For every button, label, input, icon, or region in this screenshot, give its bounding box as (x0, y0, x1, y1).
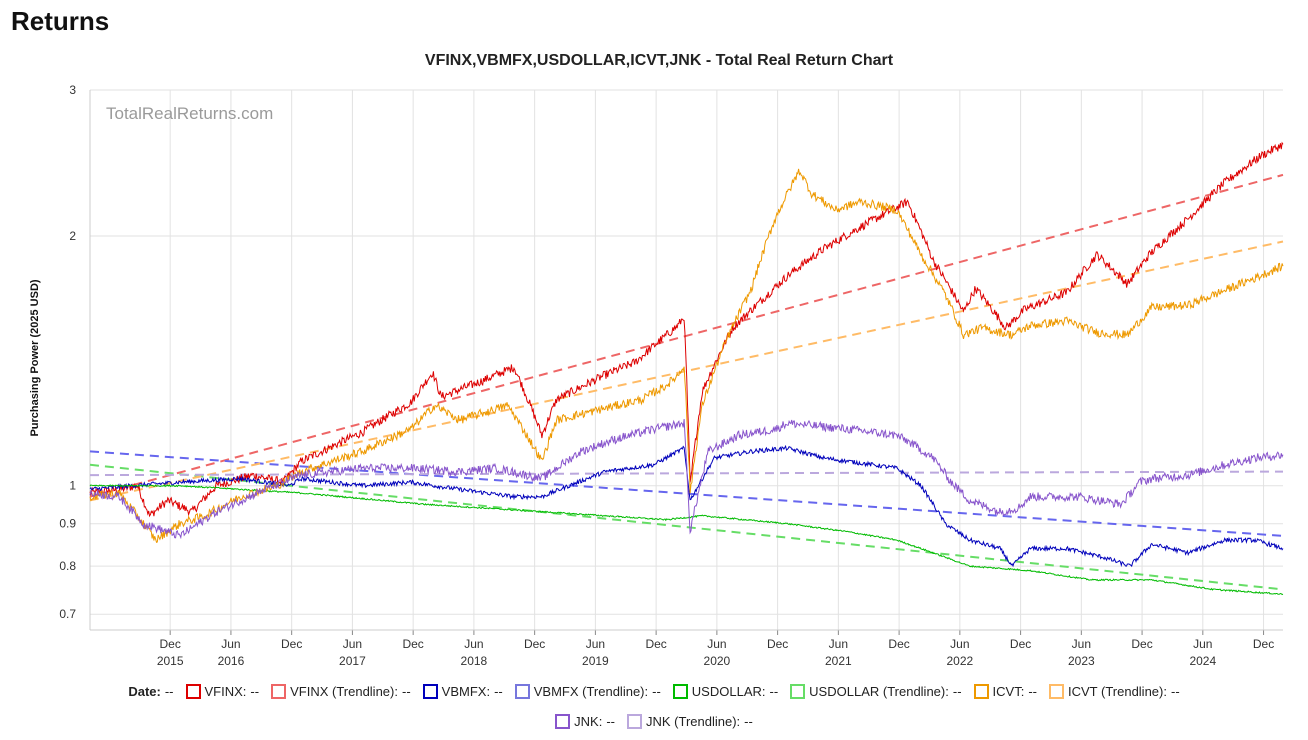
x-tick-month: Dec (160, 637, 181, 651)
legend-item[interactable]: VFINX (Trendline): -- (271, 683, 411, 699)
legend-item[interactable]: VBMFX (Trendline): -- (514, 683, 661, 699)
legend-item[interactable]: VFINX: -- (185, 683, 260, 699)
legend-value: -- (652, 683, 661, 699)
x-tick-year: 2019 (582, 654, 609, 668)
x-tick-month: Jun (1072, 637, 1091, 651)
page-title: Returns (11, 6, 110, 36)
legend-row: JNK: -- JNK (Trendline): -- (0, 710, 1308, 732)
legend-label: VFINX: (204, 683, 247, 699)
x-tick-month: Jun (221, 637, 240, 651)
legend-swatch (1049, 683, 1064, 699)
legend-value: -- (769, 683, 779, 699)
x-tick-year: 2017 (339, 654, 366, 668)
legend-label: USDOLLAR (Trendline): (809, 683, 949, 699)
series-line-usdollar-trendline (89, 463, 1284, 591)
legend-row: Date: -- VFINX: -- VFINX (Trendline): -- VBM… (0, 680, 1308, 702)
legend-swatch (627, 713, 642, 729)
legend-item[interactable]: VBMFX: -- (422, 683, 503, 699)
legend-label: VFINX (Trendline): (290, 683, 398, 699)
x-tick-month: Jun (343, 637, 362, 651)
x-tick-year: 2021 (825, 654, 852, 668)
y-axis-label: Purchasing Power (2025 USD) (29, 279, 41, 436)
series-line-vbmfx (89, 444, 1284, 568)
legend-swatch (973, 683, 989, 699)
x-tick-month: Dec (402, 637, 423, 651)
series-lines (89, 141, 1284, 596)
y-tick-label: 2 (69, 229, 76, 243)
y-tick-label: 1 (69, 479, 76, 493)
legend-swatch (790, 683, 806, 699)
series-line-jnk (89, 418, 1284, 540)
y-tick-label: 0.9 (59, 517, 76, 531)
series-line-vbmfx-trendline (89, 450, 1284, 537)
legend-value: -- (1170, 683, 1180, 699)
series-line-icvt-trendline (89, 240, 1284, 502)
x-tick-month: Dec (1010, 637, 1031, 651)
legend: Date: -- VFINX: -- VFINX (Trendline): -- VBM… (0, 680, 1308, 740)
legend-swatch (185, 683, 201, 699)
x-tick-month: Dec (1131, 637, 1152, 651)
legend-label: JNK (Trendline): (646, 713, 741, 729)
legend-date-label: Date: (128, 683, 161, 699)
x-tick-year: 2024 (1189, 654, 1216, 668)
legend-date: Date: -- (128, 684, 173, 699)
series-line-usdollar (89, 484, 1284, 596)
watermark-text: TotalRealReturns.com (106, 104, 273, 123)
x-tick-month: Jun (950, 637, 969, 651)
legend-swatch (271, 683, 287, 699)
legend-label: ICVT: (992, 683, 1025, 699)
x-tick-month: Dec (767, 637, 788, 651)
x-tick-year: 2015 (157, 654, 184, 668)
grid (90, 89, 1283, 630)
y-tick-label: 0.8 (59, 559, 76, 573)
y-tick-label: 3 (69, 83, 76, 97)
legend-item[interactable]: USDOLLAR: -- (672, 683, 779, 699)
legend-value: -- (606, 713, 615, 729)
series-line-vfinx (89, 141, 1284, 518)
legend-item[interactable]: USDOLLAR (Trendline): -- (790, 683, 962, 699)
x-tick-year: 2022 (946, 654, 973, 668)
chart-title: VFINX,VBMFX,USDOLLAR,ICVT,JNK - Total Re… (425, 52, 894, 69)
x-tick-month: Dec (645, 637, 666, 651)
legend-swatch (514, 683, 530, 699)
legend-value: -- (250, 683, 260, 699)
x-tick-month: Jun (707, 637, 726, 651)
legend-item[interactable]: JNK: -- (555, 713, 615, 729)
x-tick-month: Dec (281, 637, 302, 651)
legend-label: JNK: (574, 713, 603, 729)
legend-item[interactable]: ICVT: -- (973, 683, 1037, 699)
legend-item[interactable]: ICVT (Trendline): -- (1049, 683, 1180, 699)
x-tick-year: 2023 (1068, 654, 1095, 668)
legend-swatch (555, 713, 571, 729)
legend-date-value: -- (164, 683, 174, 699)
x-tick-month: Jun (1193, 637, 1212, 651)
x-tick-year: 2020 (704, 654, 731, 668)
legend-swatch (672, 683, 688, 699)
x-tick-year: 2016 (218, 654, 245, 668)
axes: 0.7 0.8 0.9 1 2 3 Dec 2015 Jun 2016 Dec Jun 2017 Dec J… (59, 83, 1283, 668)
legend-label: VBMFX (Trendline): (533, 683, 649, 699)
x-tick-month: Dec (1253, 637, 1274, 651)
legend-label: USDOLLAR: (691, 683, 766, 699)
series-line-vfinx-trendline (89, 173, 1284, 498)
legend-label: VBMFX: (441, 683, 491, 699)
legend-value: -- (494, 683, 503, 699)
x-tick-year: 2018 (461, 654, 488, 668)
y-tick-label: 0.7 (59, 607, 76, 621)
series-line-icvt (89, 168, 1284, 543)
legend-label: ICVT (Trendline): (1068, 683, 1167, 699)
legend-value: -- (1028, 683, 1037, 699)
legend-item[interactable]: JNK (Trendline): -- (627, 713, 753, 729)
legend-value: -- (952, 683, 962, 699)
x-tick-month: Jun (464, 637, 483, 651)
legend-value: -- (401, 683, 411, 699)
x-tick-month: Jun (586, 637, 605, 651)
x-tick-month: Dec (524, 637, 545, 651)
legend-value: -- (744, 713, 753, 729)
legend-swatch (422, 683, 438, 699)
total-real-return-chart[interactable]: TotalRealReturns.com VFINX,VBMFX,USDOLLA… (0, 0, 1308, 680)
x-tick-month: Dec (888, 637, 909, 651)
x-tick-month: Jun (829, 637, 848, 651)
